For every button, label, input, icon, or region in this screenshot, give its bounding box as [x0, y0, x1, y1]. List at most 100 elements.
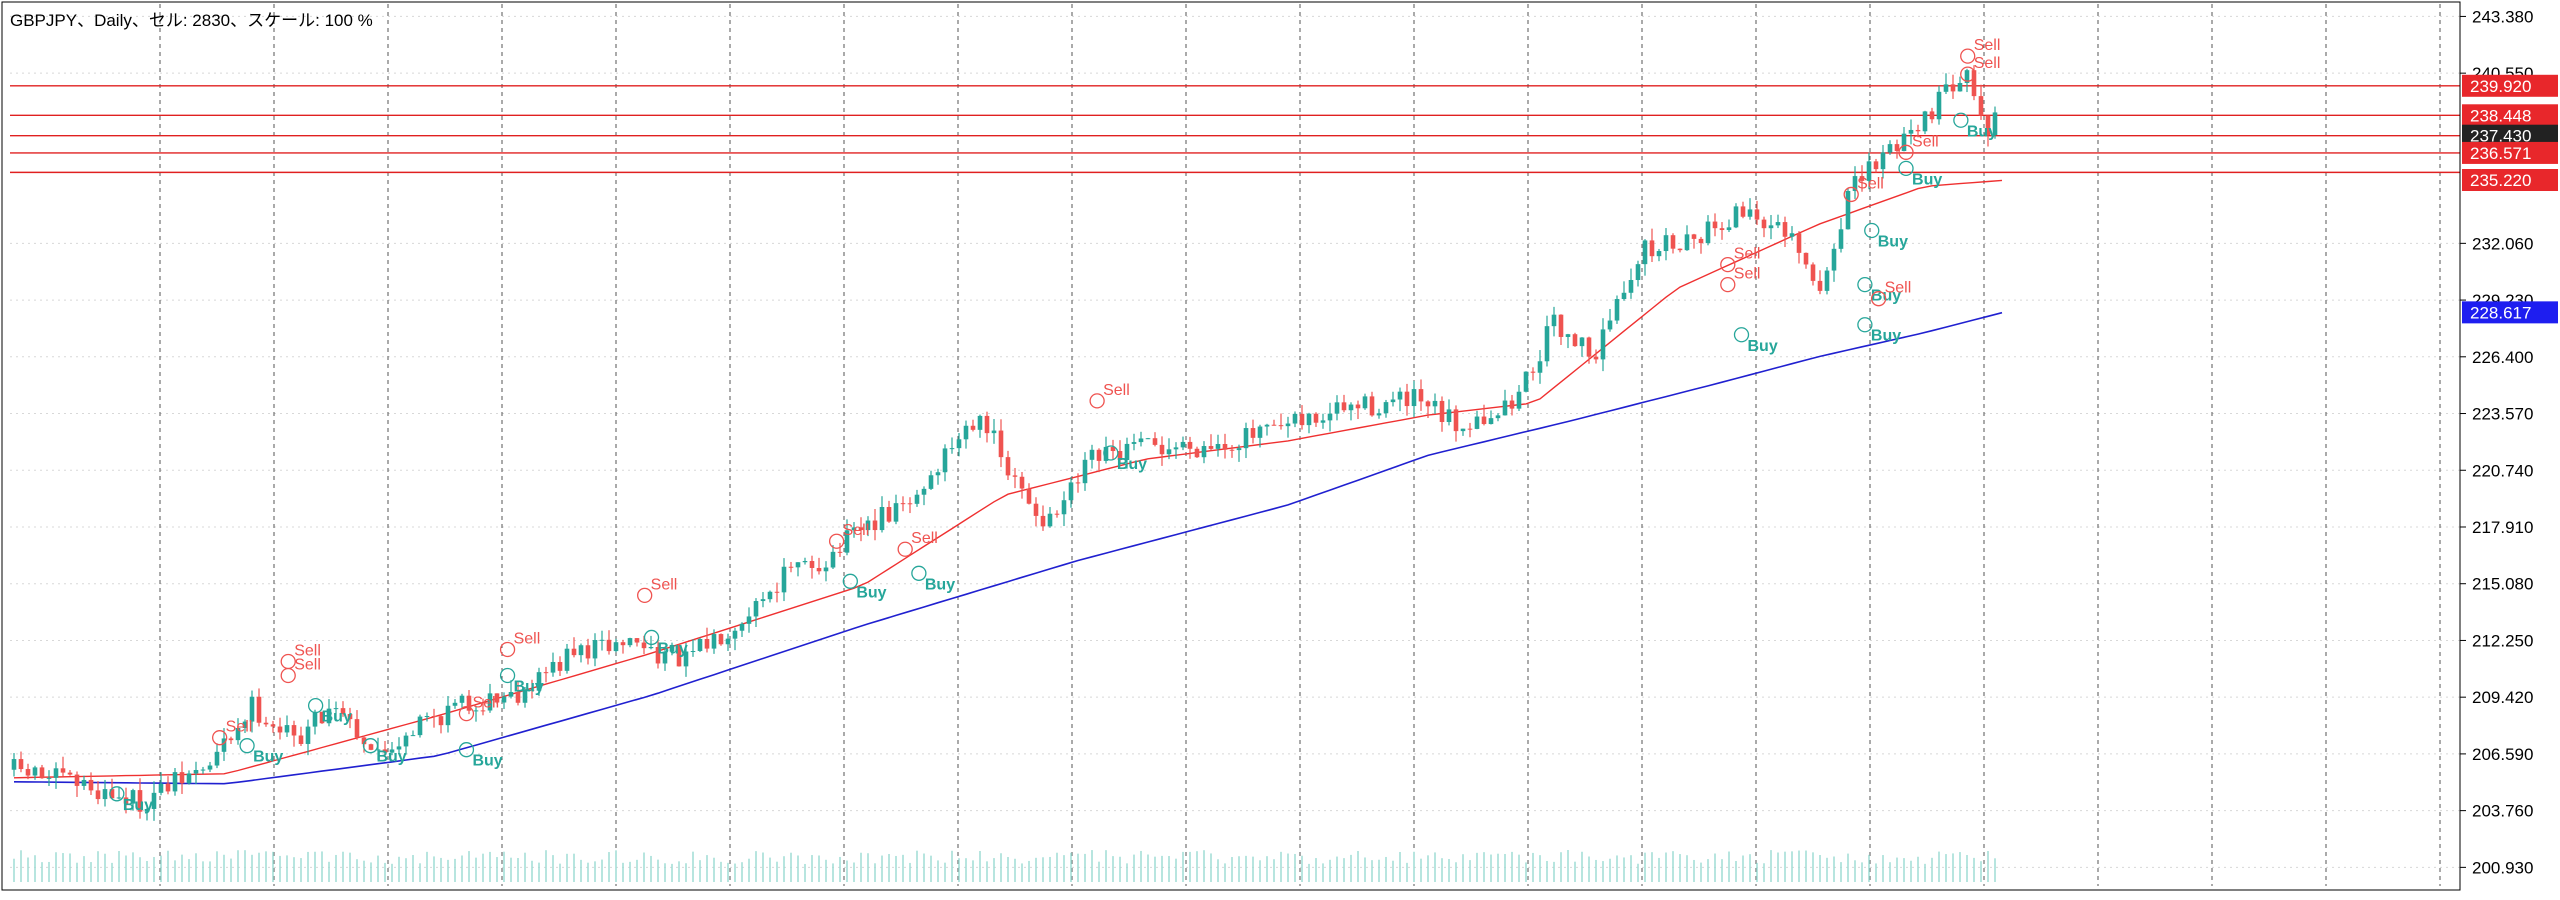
candle-body [1264, 424, 1270, 427]
candle-body [515, 692, 521, 703]
candle-body [1467, 428, 1473, 430]
candle-body [1474, 416, 1480, 429]
candle-body [907, 503, 913, 505]
candle-body [1159, 444, 1165, 455]
signal-label: Buy [1878, 234, 1908, 251]
candle-body [179, 772, 185, 784]
candle-body [620, 642, 626, 646]
candle-body [1306, 413, 1312, 426]
candles [11, 65, 1998, 821]
candle-body [816, 567, 822, 572]
candle-body [424, 716, 430, 718]
price-tag [2462, 74, 2558, 97]
candle-body [725, 638, 731, 645]
candle-body [1880, 152, 1886, 170]
candle-body [921, 488, 927, 495]
price-tag-label: 236.571 [2470, 144, 2531, 163]
price-tag [2462, 301, 2558, 324]
candle-body [1992, 112, 1998, 136]
candle-body [809, 560, 815, 568]
candle-body [501, 696, 507, 703]
candle-body [1117, 451, 1123, 461]
signal-marker [1870, 291, 1887, 307]
candle-body [991, 430, 997, 434]
candle-body [676, 644, 682, 667]
signal-marker [637, 587, 653, 603]
signal-marker [458, 705, 475, 722]
axis-tick-label: 212.250 [2472, 631, 2533, 650]
signal-marker [1857, 276, 1873, 293]
candle-body [207, 765, 213, 770]
candle-body [1201, 446, 1207, 458]
candle-body [431, 716, 437, 718]
candle-body [795, 562, 801, 568]
candle-body [144, 808, 150, 812]
candle-body [480, 710, 486, 712]
candle-body [571, 648, 577, 656]
signal-marker [1843, 186, 1859, 203]
candle-body [1005, 457, 1011, 476]
candle-body [1341, 402, 1347, 411]
candle-body [1397, 391, 1403, 400]
ma-fast-line [13, 179, 2003, 779]
candle-body [1705, 221, 1711, 244]
signal-label: Buy [1117, 456, 1147, 473]
axis-tick-label: 215.080 [2472, 575, 2533, 594]
candle-body [1236, 448, 1242, 451]
price-tag [2462, 141, 2558, 164]
candle-body [872, 520, 878, 531]
candle-body [1229, 449, 1235, 451]
candle-body [60, 768, 66, 773]
signal-label: Buy [658, 640, 688, 657]
candle-body [67, 772, 73, 775]
candle-body [1509, 400, 1515, 409]
candle-body [1544, 326, 1550, 362]
candle-body [361, 737, 367, 745]
candle-body [1607, 320, 1613, 330]
candle-body [704, 638, 710, 649]
candle-body [1278, 425, 1284, 427]
candle-body [984, 415, 990, 434]
candle-body [718, 634, 724, 645]
candle-body [333, 708, 339, 710]
candle-body [1642, 240, 1648, 265]
candle-body [298, 735, 304, 744]
candle-body [256, 696, 262, 723]
candle-body [277, 726, 283, 733]
candle-body [1460, 428, 1466, 432]
candle-body [11, 759, 17, 770]
candle-body [851, 527, 857, 531]
signal-label: Buy [253, 749, 283, 766]
candle-body [774, 591, 780, 593]
candle-body [1677, 248, 1683, 251]
signal-marker [1953, 112, 1969, 128]
candle-body [1726, 227, 1732, 231]
candle-body [914, 494, 920, 504]
candle-body [25, 769, 31, 776]
candle-body [767, 591, 773, 600]
candle-body [1383, 402, 1389, 414]
signal-label: Sell [226, 719, 253, 736]
candle-body [1131, 442, 1137, 444]
candle-body [1747, 209, 1753, 217]
candle-body [928, 475, 934, 489]
candle-body [1656, 251, 1662, 257]
candle-body [578, 645, 584, 656]
signal-marker [307, 697, 324, 714]
signal-marker [1857, 317, 1873, 333]
candle-body [788, 566, 794, 568]
price-tag-label: 235.220 [2470, 171, 2531, 190]
volume-bars [13, 850, 1996, 882]
candle-body [1523, 371, 1529, 392]
candle-body [1292, 413, 1298, 424]
price-tag-label: 239.920 [2470, 77, 2531, 96]
candle-body [823, 567, 829, 572]
candle-body [1691, 234, 1697, 239]
candle-body [109, 789, 115, 799]
candle-body [46, 777, 52, 779]
candle-body [746, 616, 752, 624]
candle-body [1866, 161, 1872, 181]
candle-body [1768, 225, 1774, 229]
candle-body [522, 689, 528, 703]
